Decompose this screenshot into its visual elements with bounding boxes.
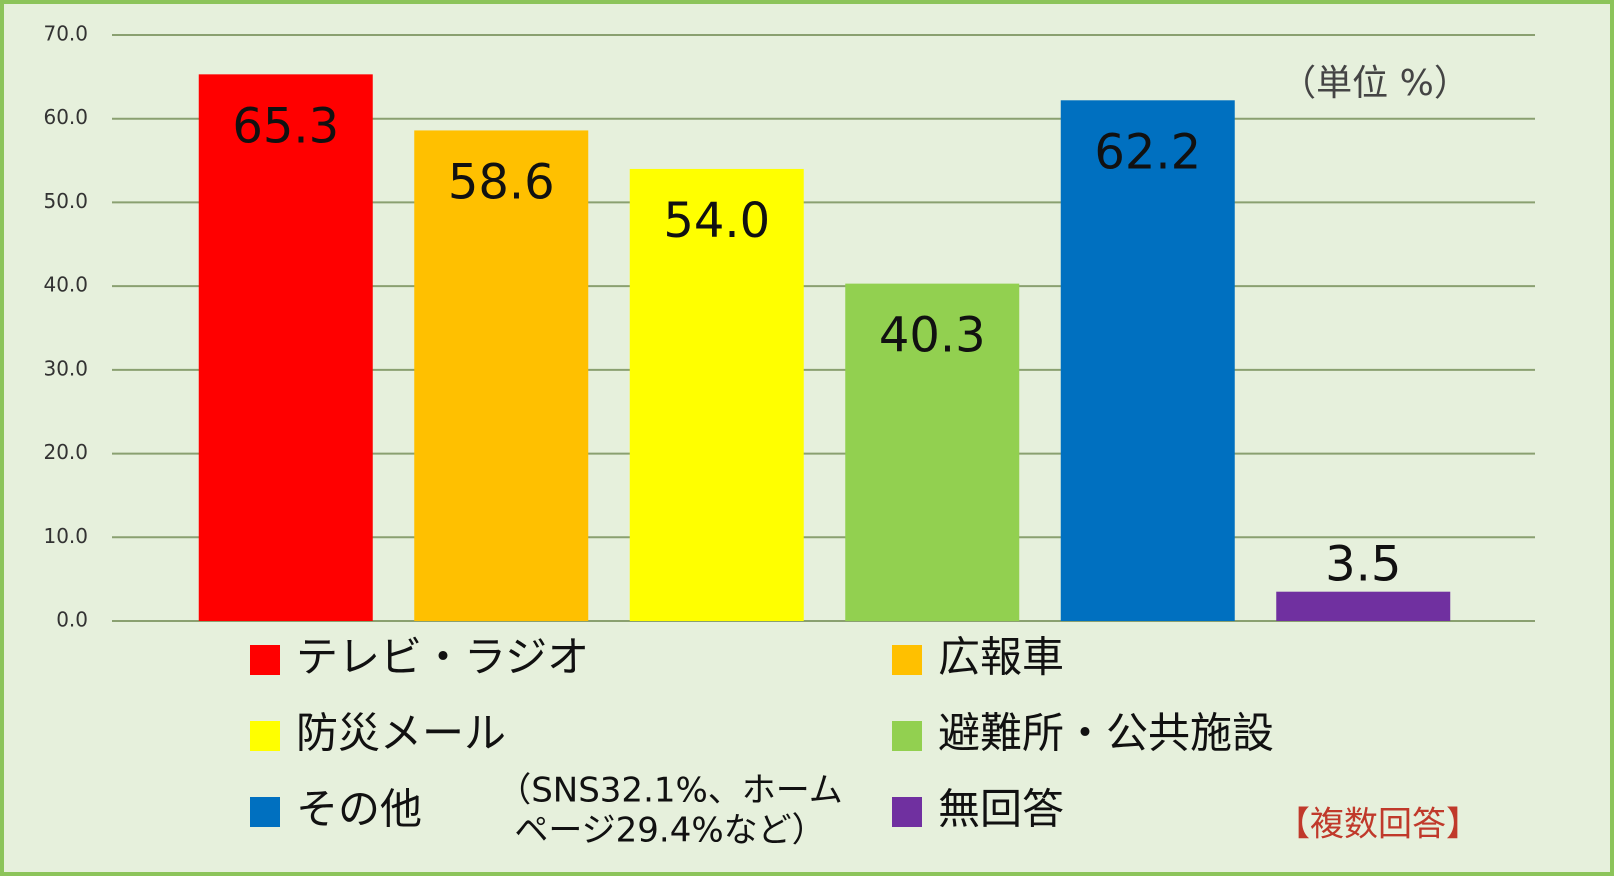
legend-swatch <box>892 797 922 827</box>
bar <box>629 168 804 621</box>
data-label: 62.2 <box>1094 124 1201 180</box>
legend-label: テレビ・ラジオ <box>296 633 589 682</box>
legend-swatch <box>892 645 922 675</box>
y-tick-label: 60.0 <box>43 105 88 129</box>
legend-swatch <box>250 797 280 827</box>
legend-swatch <box>250 645 280 675</box>
legend-swatch <box>892 721 922 751</box>
data-label: 54.0 <box>663 193 770 249</box>
legend-label: 無回答 <box>938 785 1064 834</box>
y-tick-label: 50.0 <box>43 189 88 213</box>
legend-label: 防災メール <box>296 709 506 758</box>
data-label: 65.3 <box>232 98 339 154</box>
y-tick-label: 0.0 <box>56 608 88 632</box>
data-label: 3.5 <box>1325 537 1401 593</box>
legend-label: その他 <box>296 785 422 834</box>
y-tick-label: 10.0 <box>43 524 88 548</box>
bar <box>414 130 589 622</box>
bar <box>845 283 1020 621</box>
data-label: 58.6 <box>448 154 555 210</box>
annotation: ページ29.4%など） <box>514 811 825 851</box>
legend-label: 避難所・公共施設 <box>938 709 1274 758</box>
y-tick-label: 70.0 <box>43 22 88 46</box>
y-tick-label: 20.0 <box>43 440 88 464</box>
bar <box>198 74 373 622</box>
y-tick-label: 30.0 <box>43 356 88 380</box>
annotation: （SNS32.1%、ホーム <box>497 771 843 811</box>
legend-swatch <box>250 721 280 751</box>
data-label: 40.3 <box>879 308 986 364</box>
legend-label: 広報車 <box>938 633 1064 682</box>
bar <box>1060 100 1235 622</box>
y-tick-label: 40.0 <box>43 273 88 297</box>
bar <box>1276 591 1451 621</box>
unit-note: （単位 %） <box>1280 63 1470 104</box>
footnote: 【複数回答】 <box>1276 805 1480 845</box>
